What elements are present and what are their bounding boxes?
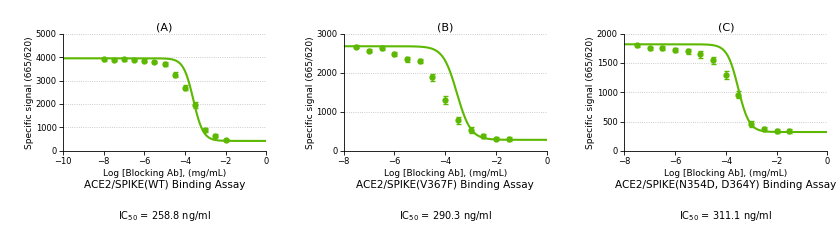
Text: ACE2/SPIKE(N354D, D364Y) Binding Assay: ACE2/SPIKE(N354D, D364Y) Binding Assay [615,180,837,190]
Title: (C): (C) [717,23,734,33]
X-axis label: Log [Blocking Ab], (mg/mL): Log [Blocking Ab], (mg/mL) [103,169,226,178]
Text: IC$_{50}$ = 258.8 ng/ml: IC$_{50}$ = 258.8 ng/ml [118,209,211,223]
Text: ACE2/SPIKE(WT) Binding Assay: ACE2/SPIKE(WT) Binding Assay [84,180,245,190]
Text: IC$_{50}$ = 311.1 ng/ml: IC$_{50}$ = 311.1 ng/ml [680,209,772,223]
Title: (A): (A) [156,23,173,33]
Text: ACE2/SPIKE(V367F) Binding Assay: ACE2/SPIKE(V367F) Binding Assay [356,180,534,190]
Text: IC$_{50}$ = 290.3 ng/ml: IC$_{50}$ = 290.3 ng/ml [399,209,491,223]
Y-axis label: Specific signal (665/620): Specific signal (665/620) [25,36,34,148]
X-axis label: Log [Blocking Ab], (mg/mL): Log [Blocking Ab], (mg/mL) [664,169,787,178]
Y-axis label: Specific signal (665/620): Specific signal (665/620) [586,36,596,148]
Title: (B): (B) [437,23,454,33]
Y-axis label: Specific signal (665/620): Specific signal (665/620) [306,36,315,148]
X-axis label: Log [Blocking Ab], (mg/mL): Log [Blocking Ab], (mg/mL) [384,169,507,178]
